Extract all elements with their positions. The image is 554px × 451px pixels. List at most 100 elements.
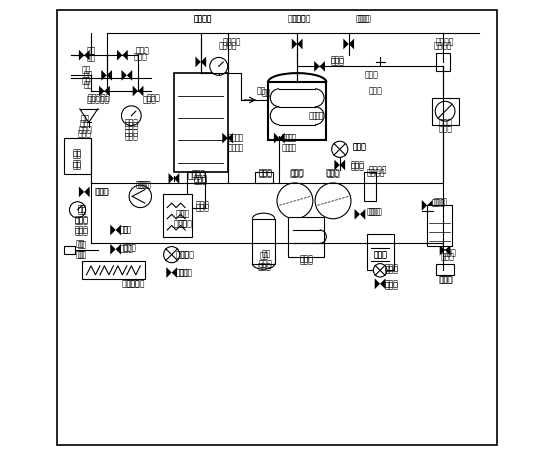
Text: 出液阀: 出液阀 bbox=[440, 253, 454, 262]
Polygon shape bbox=[355, 209, 360, 220]
Polygon shape bbox=[314, 61, 320, 72]
Bar bbox=[64, 246, 75, 254]
Text: 膨胀阀: 膨胀阀 bbox=[176, 250, 190, 259]
Text: 汽液
分离器: 汽液 分离器 bbox=[258, 252, 271, 271]
Polygon shape bbox=[440, 245, 445, 256]
Polygon shape bbox=[79, 187, 84, 197]
Text: 真空泵: 真空泵 bbox=[438, 124, 452, 133]
Polygon shape bbox=[201, 56, 206, 67]
Text: 除霜阀: 除霜阀 bbox=[357, 15, 371, 24]
Text: 放油阀: 放油阀 bbox=[95, 187, 109, 196]
Text: 放气阀: 放气阀 bbox=[136, 46, 150, 55]
Polygon shape bbox=[445, 245, 450, 256]
Bar bbox=[163, 194, 192, 237]
Bar bbox=[436, 263, 454, 275]
Polygon shape bbox=[297, 39, 302, 49]
Text: 单向阀: 单向阀 bbox=[368, 87, 383, 96]
Text: 放油阀: 放油阀 bbox=[94, 187, 108, 196]
Text: 真空
安全阀: 真空 安全阀 bbox=[78, 115, 92, 134]
Bar bbox=[288, 216, 324, 257]
Text: 膨胀阀: 膨胀阀 bbox=[384, 266, 398, 275]
Text: 低压级: 低压级 bbox=[290, 168, 304, 177]
Text: 电接点
压力表: 电接点 压力表 bbox=[125, 118, 138, 138]
Text: 电磁阀: 电磁阀 bbox=[142, 96, 156, 105]
Bar bbox=[187, 172, 206, 207]
Circle shape bbox=[332, 141, 348, 157]
Text: 电接点
压力表: 电接点 压力表 bbox=[125, 122, 138, 141]
Polygon shape bbox=[127, 70, 132, 81]
Polygon shape bbox=[292, 39, 297, 49]
Text: 电磁阀: 电磁阀 bbox=[176, 268, 190, 277]
Text: 过滤器: 过滤器 bbox=[439, 276, 453, 285]
Polygon shape bbox=[172, 267, 177, 278]
Bar bbox=[436, 53, 449, 71]
Text: 膨胀
容器: 膨胀 容器 bbox=[73, 148, 82, 168]
Circle shape bbox=[315, 183, 351, 219]
Text: 手阀: 手阀 bbox=[122, 226, 131, 235]
Text: 箱排
出阀: 箱排 出阀 bbox=[228, 133, 237, 152]
Text: 漏气调节阀: 漏气调节阀 bbox=[86, 96, 109, 105]
Polygon shape bbox=[99, 86, 105, 97]
Polygon shape bbox=[228, 133, 233, 143]
Text: 液压缸: 液压缸 bbox=[196, 201, 210, 210]
Text: 循环泵: 循环泵 bbox=[138, 181, 152, 190]
Polygon shape bbox=[138, 86, 143, 97]
Polygon shape bbox=[222, 133, 228, 143]
Text: 无菌
空气: 无菌 空气 bbox=[84, 70, 94, 90]
Text: 回油阀: 回油阀 bbox=[368, 207, 383, 216]
Polygon shape bbox=[375, 278, 380, 289]
Text: 冷凝器: 冷凝器 bbox=[373, 250, 387, 259]
Polygon shape bbox=[101, 70, 107, 81]
Polygon shape bbox=[422, 200, 427, 211]
Bar bbox=[427, 205, 452, 246]
Text: 电磁阀: 电磁阀 bbox=[384, 281, 398, 290]
Text: 膨胀
容器: 膨胀 容器 bbox=[73, 151, 82, 170]
Circle shape bbox=[373, 263, 387, 277]
Polygon shape bbox=[107, 70, 112, 81]
Text: 氮气: 氮气 bbox=[86, 46, 96, 55]
Polygon shape bbox=[320, 61, 325, 72]
Text: 膨胀阀: 膨胀阀 bbox=[353, 143, 367, 152]
Text: 真空
安全阀: 真空 安全阀 bbox=[78, 120, 91, 139]
Text: 真空测头: 真空测头 bbox=[436, 37, 454, 46]
Text: 真空测头: 真空测头 bbox=[434, 41, 452, 51]
Text: 油分离器: 油分离器 bbox=[368, 165, 387, 174]
Polygon shape bbox=[340, 160, 345, 170]
Text: 阱排
出阀: 阱排 出阀 bbox=[281, 133, 291, 152]
Text: 安全阀: 安全阀 bbox=[434, 197, 448, 206]
Text: 硅油
压力表
继电器: 硅油 压力表 继电器 bbox=[75, 206, 89, 236]
Text: 膨胀阀: 膨胀阀 bbox=[353, 143, 367, 152]
Text: 抽空阀: 抽空阀 bbox=[331, 57, 345, 66]
Text: 安全阀: 安全阀 bbox=[432, 198, 445, 207]
Text: 抽空阀: 抽空阀 bbox=[331, 55, 345, 64]
Text: 电磁阀: 电磁阀 bbox=[351, 163, 365, 172]
Text: 低压级: 低压级 bbox=[289, 170, 303, 179]
Bar bbox=[82, 262, 145, 279]
Text: 单向阀: 单向阀 bbox=[187, 172, 201, 181]
Text: 膨胀阀: 膨胀阀 bbox=[181, 250, 194, 259]
Text: 阱排
出阀: 阱排 出阀 bbox=[288, 133, 297, 152]
Text: 无菌
空气: 无菌 空气 bbox=[82, 66, 91, 85]
Text: 板式
换热器: 板式 换热器 bbox=[174, 209, 188, 229]
Text: 中冷器: 中冷器 bbox=[299, 255, 313, 264]
Polygon shape bbox=[117, 50, 122, 60]
Bar bbox=[174, 73, 228, 172]
Polygon shape bbox=[360, 209, 365, 220]
Text: 冷凝器: 冷凝器 bbox=[373, 250, 387, 259]
Circle shape bbox=[69, 202, 86, 218]
Polygon shape bbox=[343, 39, 348, 49]
Text: 汽液
分离器: 汽液 分离器 bbox=[259, 249, 273, 269]
Text: 箱入口阀: 箱入口阀 bbox=[194, 15, 212, 24]
Bar bbox=[253, 219, 275, 263]
Text: 中冷器: 中冷器 bbox=[299, 257, 313, 266]
Text: 单向阀: 单向阀 bbox=[364, 71, 378, 80]
Polygon shape bbox=[132, 86, 138, 97]
Text: 真空泵: 真空泵 bbox=[438, 118, 452, 127]
Text: 板式
换热器: 板式 换热器 bbox=[178, 209, 192, 229]
Polygon shape bbox=[168, 173, 174, 184]
Text: 冻干箱: 冻干箱 bbox=[194, 176, 208, 185]
Circle shape bbox=[435, 101, 455, 121]
Text: 真空测头: 真空测头 bbox=[223, 37, 242, 46]
Text: 安全
温控: 安全 温控 bbox=[75, 239, 84, 259]
Text: 手阀: 手阀 bbox=[120, 226, 129, 235]
